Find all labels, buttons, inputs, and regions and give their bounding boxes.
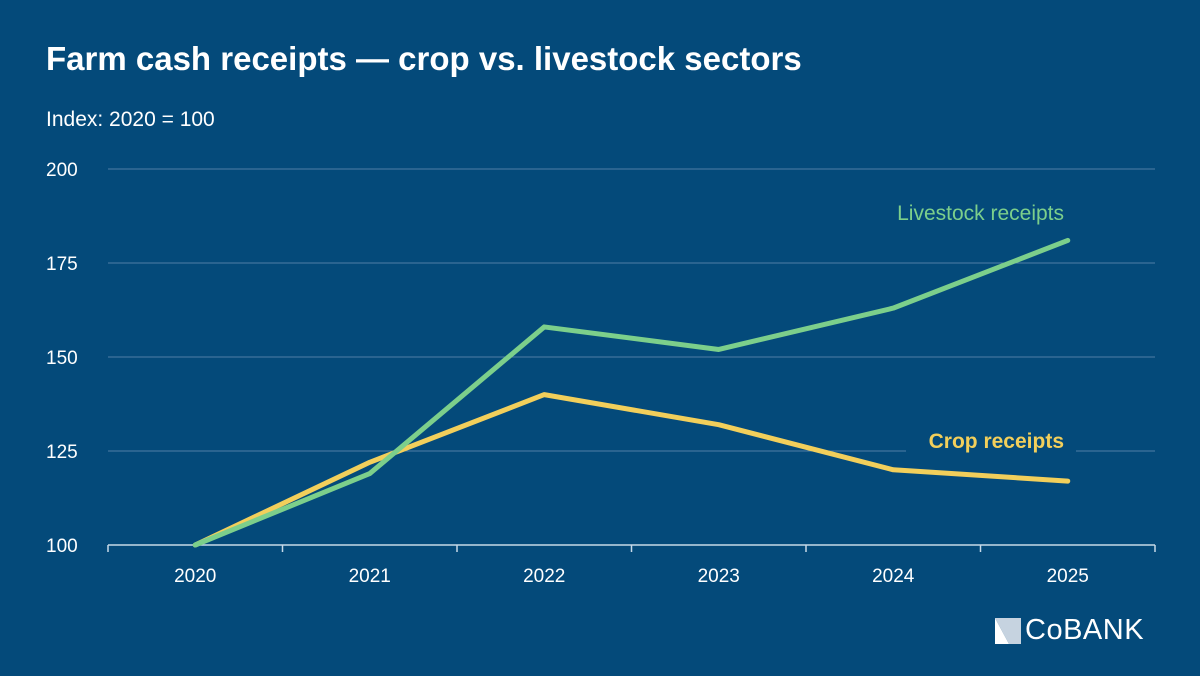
series-line-0 — [192, 237, 1071, 548]
x-tick-label: 2022 — [523, 566, 565, 587]
series-label-crop: Crop receipts — [929, 430, 1064, 453]
x-tick-label: 2025 — [1047, 566, 1089, 587]
y-tick-label: 150 — [46, 348, 78, 369]
cobank-logo: CoBANK — [995, 614, 1144, 647]
x-tick-label: 2023 — [698, 566, 740, 587]
series-label-livestock: Livestock receipts — [897, 202, 1064, 225]
label-background — [906, 432, 1076, 468]
cobank-logo-icon — [995, 617, 1021, 644]
series-line-1 — [192, 392, 1071, 548]
logo-text: CoBANK — [1025, 614, 1145, 646]
x-tick-label: 2020 — [174, 566, 216, 587]
y-tick-label: 200 — [46, 160, 78, 181]
x-tick-label: 2024 — [872, 566, 915, 587]
chart-subtitle: Index: 2020 = 100 — [46, 108, 215, 131]
y-tick-label: 100 — [46, 536, 78, 557]
chart-title: Farm cash receipts — crop vs. livestock … — [46, 40, 802, 77]
y-tick-label: 125 — [46, 442, 78, 463]
x-tick-label: 2021 — [349, 566, 391, 587]
y-tick-label: 175 — [46, 254, 78, 275]
